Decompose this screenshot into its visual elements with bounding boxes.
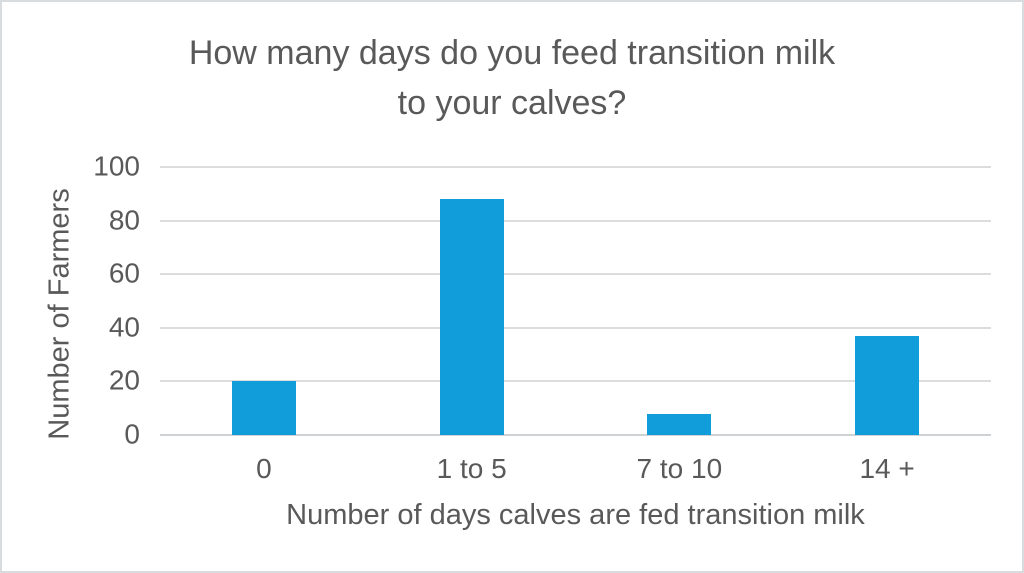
gridline [160,219,991,222]
plot-area [160,166,991,436]
bar-14-+ [855,335,920,435]
gridline [160,380,991,383]
x-axis-line [160,434,991,436]
x-tick-label: 1 to 5 [436,453,507,484]
bar-1-to-5 [439,199,504,435]
chart-title-line-1: How many days do you feed transition mil… [188,34,836,72]
chart-title-line-2: to your calves? [397,84,627,122]
y-tick-label: 80 [108,203,140,235]
y-tick-label: 60 [108,257,140,289]
y-tick-label: 20 [108,364,140,396]
x-axis-tick-labels: 0 1 to 5 7 to 10 14 + [160,453,991,487]
y-tick-label: 40 [108,311,140,343]
bar-7-to-10 [647,413,712,435]
gridline [160,166,991,168]
bar-0 [231,381,296,435]
x-tick-label: 14 + [859,453,915,484]
y-tick-label: 0 [124,418,140,450]
gridline [160,273,991,276]
chart-title: How many days do you feed transition mil… [2,28,1022,128]
x-axis-title: Number of days calves are fed transition… [286,499,865,531]
x-tick-label: 7 to 10 [636,453,723,484]
x-tick-label: 0 [256,453,272,484]
gridline [160,326,991,329]
y-tick-label: 100 [93,150,140,182]
y-axis-tick-labels: 0 20 40 60 80 100 [2,150,140,449]
